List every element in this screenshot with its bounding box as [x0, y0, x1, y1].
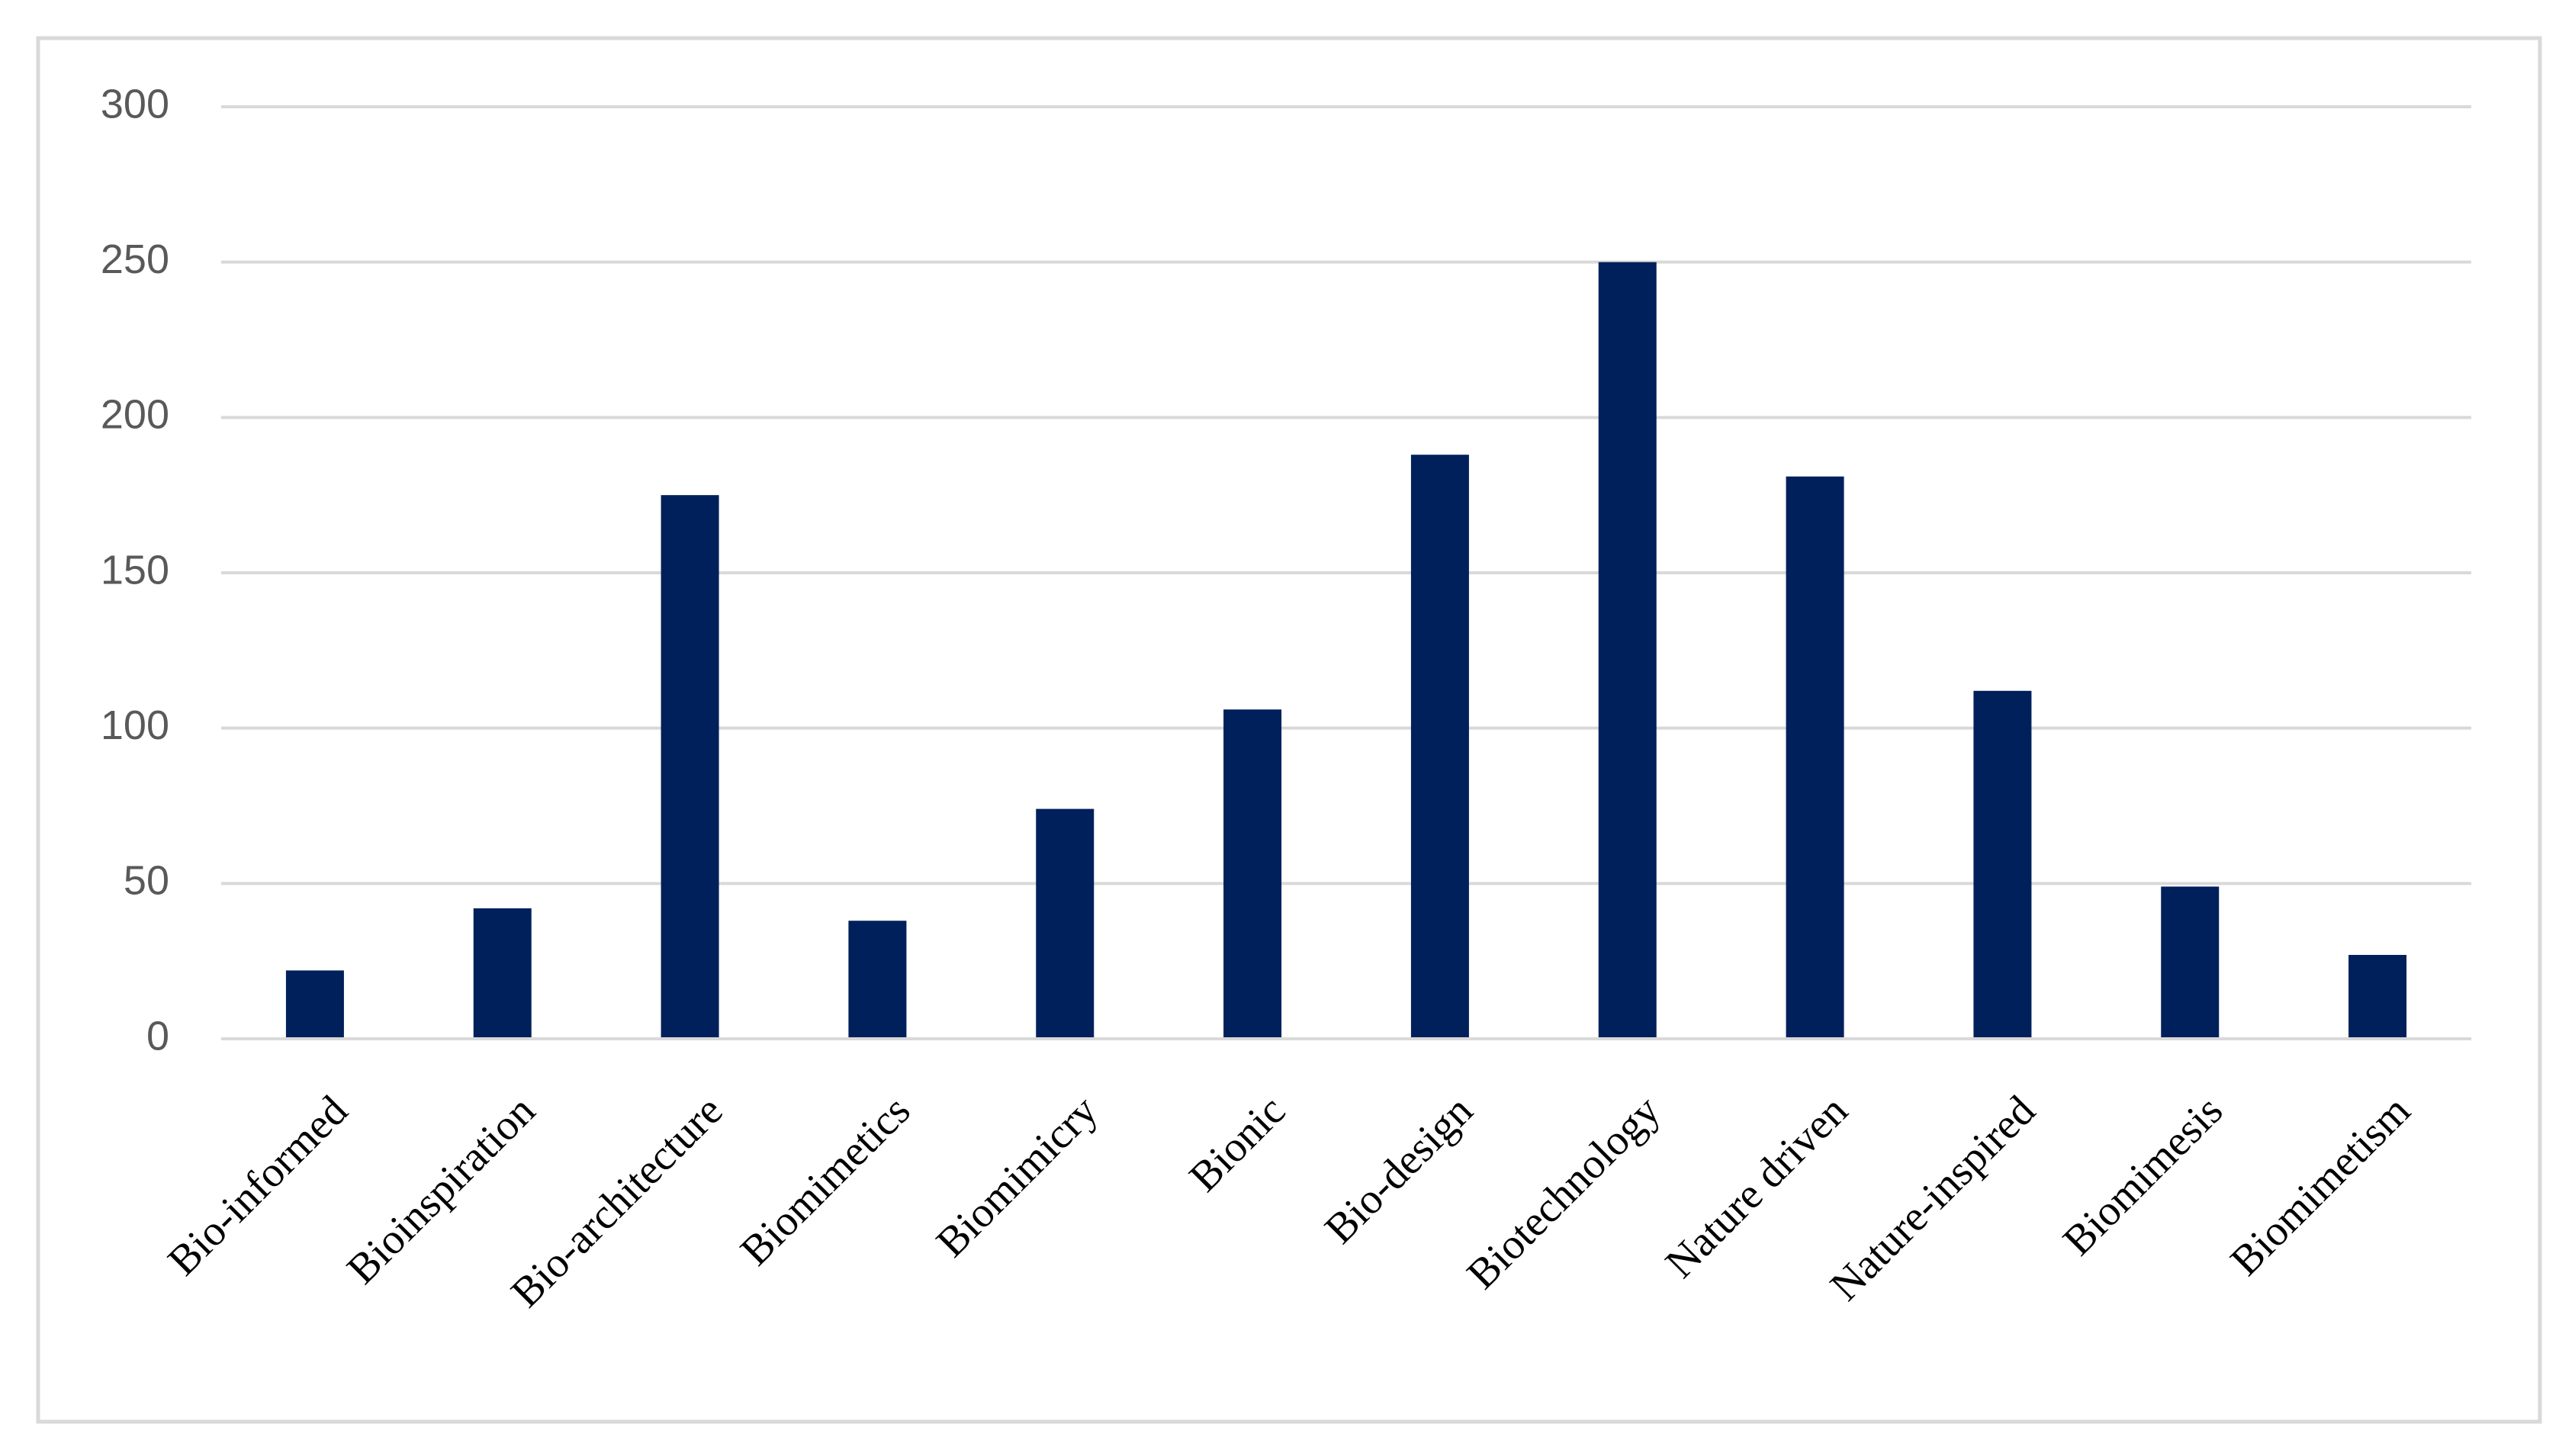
bar-biomimetics [848, 921, 907, 1039]
y-axis-ticks: 0 50 100 150 200 250 300 [101, 81, 169, 1059]
bars [221, 262, 2471, 1040]
bar-biomimesis [2161, 886, 2220, 1039]
bar-biomimetism [2348, 955, 2407, 1039]
y-tick-label: 50 [124, 858, 169, 904]
bar-bio-architecture [661, 495, 719, 1039]
bar-biomimicry [1036, 808, 1095, 1039]
bar-bioinspiration [473, 908, 532, 1039]
bar-nature-inspired [1973, 690, 2032, 1039]
bar-nature-driven [1786, 476, 1844, 1039]
y-tick-label: 250 [101, 236, 169, 282]
y-tick-label: 150 [101, 547, 169, 593]
bar-biotechnology [1598, 262, 1657, 1040]
y-tick-label: 0 [146, 1013, 169, 1059]
bar-bio-design [1410, 455, 1469, 1039]
y-tick-label: 300 [101, 81, 169, 127]
y-tick-label: 100 [101, 702, 169, 748]
chart-border [36, 36, 2542, 1424]
y-tick-label: 200 [101, 392, 169, 438]
bar-bio-informed [285, 970, 344, 1039]
bar-bionic [1223, 709, 1282, 1039]
